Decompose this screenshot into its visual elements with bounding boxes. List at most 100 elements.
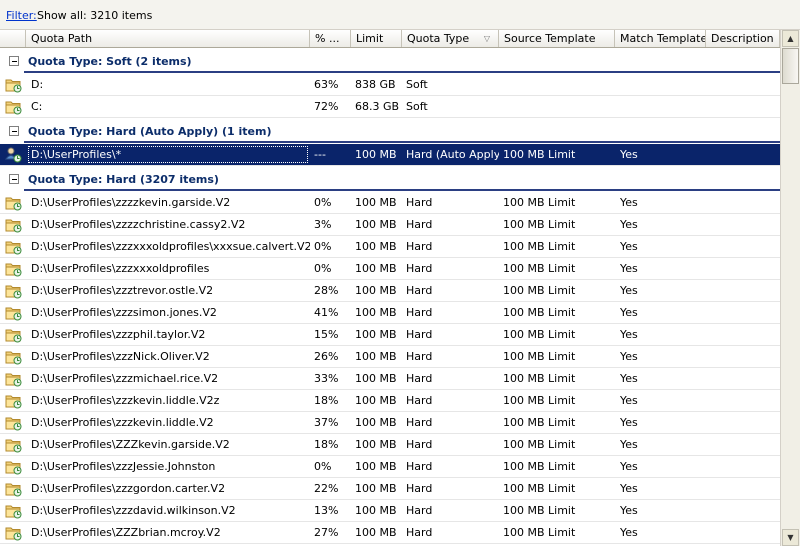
column-header-percent-used[interactable]: % ... (310, 30, 351, 47)
folder-quota-icon (5, 101, 22, 115)
quota-type-cell: Hard (406, 394, 433, 407)
quota-row[interactable]: D:\UserProfiles\zzzzchristine.cassy2.V2 3… (0, 214, 780, 236)
column-header-match-template[interactable]: Match Template (615, 30, 706, 47)
description-cell (706, 500, 780, 521)
collapse-group-icon[interactable] (9, 56, 19, 66)
group-header[interactable]: Quota Type: Hard (3207 items) (0, 166, 780, 192)
scroll-up-button[interactable]: ▲ (782, 30, 799, 47)
folder-quota-icon (5, 241, 22, 255)
description-cell (706, 478, 780, 499)
column-header-row: Quota Path % ... Limit Quota Type ▽ Sour… (0, 30, 780, 48)
vertical-scrollbar[interactable]: ▲ ▼ (780, 30, 800, 546)
quota-row[interactable]: D:\UserProfiles\zzzkevin.liddle.V2 37% 100… (0, 412, 780, 434)
description-cell (706, 522, 780, 543)
quota-row[interactable]: D:\UserProfiles\zzzNick.Oliver.V2 26% 100 … (0, 346, 780, 368)
quota-row[interactable]: D:\UserProfiles\zzzgordon.carter.V2 22% 10… (0, 478, 780, 500)
limit-cell: 100 MB (355, 328, 397, 341)
source-template-cell: 100 MB Limit (503, 240, 576, 253)
column-header-description[interactable]: Description (706, 30, 780, 47)
percent-used-cell: 0% (314, 262, 332, 275)
quota-row[interactable]: D:\UserProfiles\zzztrevor.ostle.V2 28% 100… (0, 280, 780, 302)
match-template-cell (615, 96, 706, 117)
limit-cell: 100 MB (355, 372, 397, 385)
quota-row[interactable]: D:\UserProfiles\zzzphil.taylor.V2 15% 100 … (0, 324, 780, 346)
quota-rows: Quota Type: Soft (2 items) D: 63% 838 GB Sof… (0, 48, 780, 544)
folder-quota-icon (5, 79, 22, 93)
percent-used-cell: 37% (314, 416, 339, 429)
scroll-down-button[interactable]: ▼ (782, 529, 799, 546)
source-template-cell: 100 MB Limit (503, 350, 576, 363)
description-cell (706, 214, 780, 235)
folder-quota-icon (5, 373, 22, 387)
quota-row[interactable]: D:\UserProfiles\zzzJessie.Johnston 0% 100 … (0, 456, 780, 478)
group-header[interactable]: Quota Type: Hard (Auto Apply) (1 item) (0, 118, 780, 144)
quota-row[interactable]: D:\UserProfiles\ZZZbrian.mcroy.V2 27% 100 … (0, 522, 780, 544)
quota-path-cell: D: (31, 78, 44, 91)
limit-cell: 100 MB (355, 504, 397, 517)
column-header-quota-type[interactable]: Quota Type ▽ (402, 30, 499, 47)
limit-cell: 100 MB (355, 218, 397, 231)
column-header-quota-path[interactable]: Quota Path (26, 30, 310, 47)
match-template-cell: Yes (620, 262, 638, 275)
quota-row[interactable]: D:\UserProfiles\zzzmichael.rice.V2 33% 100… (0, 368, 780, 390)
match-template-cell: Yes (620, 438, 638, 451)
match-template-cell: Yes (620, 504, 638, 517)
group-title: Quota Type: Hard (3207 items) (28, 173, 219, 186)
quota-row[interactable]: D:\UserProfiles\zzzzkevin.garside.V2 0% 10… (0, 192, 780, 214)
quota-row[interactable]: D:\UserProfiles\zzzdavid.wilkinson.V2 13%… (0, 500, 780, 522)
group-divider (24, 141, 780, 143)
folder-quota-icon (5, 351, 22, 365)
folder-quota-icon (5, 285, 22, 299)
description-cell (706, 434, 780, 455)
quota-row[interactable]: D:\UserProfiles\ZZZkevin.garside.V2 18% 10… (0, 434, 780, 456)
description-cell (706, 456, 780, 477)
percent-used-cell: --- (314, 148, 326, 161)
quota-row[interactable]: D:\UserProfiles\zzzxxxoldprofiles 0% 100 M… (0, 258, 780, 280)
quota-row[interactable]: D:\UserProfiles\zzzxxxoldprofiles\xxxsue… (0, 236, 780, 258)
source-template-cell (499, 74, 615, 95)
column-header-limit[interactable]: Limit (351, 30, 402, 47)
column-header-source-template[interactable]: Source Template (499, 30, 615, 47)
quota-path-cell: D:\UserProfiles\zzzNick.Oliver.V2 (31, 350, 210, 363)
source-template-cell: 100 MB Limit (503, 284, 576, 297)
column-header-icon (0, 30, 26, 47)
match-template-cell: Yes (620, 526, 638, 539)
quota-path-cell: D:\UserProfiles\zzzxxxoldprofiles\xxxsue… (31, 240, 310, 253)
limit-cell: 100 MB (355, 394, 397, 407)
match-template-cell: Yes (620, 196, 638, 209)
description-cell (706, 258, 780, 279)
scroll-thumb[interactable] (782, 48, 799, 84)
quota-row[interactable]: D: 63% 838 GB Soft (0, 74, 780, 96)
quota-row[interactable]: D:\UserProfiles\zzzsimon.jones.V2 41% 100 … (0, 302, 780, 324)
quota-type-cell: Hard (406, 526, 433, 539)
folder-quota-icon (5, 307, 22, 321)
column-header-quota-type-label: Quota Type (407, 32, 470, 45)
filter-link[interactable]: Filter: (6, 9, 37, 22)
match-template-cell: Yes (620, 416, 638, 429)
description-cell (706, 324, 780, 345)
limit-cell: 100 MB (355, 460, 397, 473)
match-template-cell: Yes (620, 306, 638, 319)
match-template-cell: Yes (620, 284, 638, 297)
quota-path-cell: D:\UserProfiles\* (26, 144, 310, 165)
source-template-cell: 100 MB Limit (503, 460, 576, 473)
source-template-cell: 100 MB Limit (503, 262, 576, 275)
description-cell (706, 144, 780, 165)
collapse-group-icon[interactable] (9, 126, 19, 136)
source-template-cell: 100 MB Limit (503, 372, 576, 385)
quota-row[interactable]: D:\UserProfiles\* --- 100 MB Hard (Auto App… (0, 144, 780, 166)
quota-type-cell: Hard (406, 372, 433, 385)
source-template-cell: 100 MB Limit (503, 482, 576, 495)
match-template-cell: Yes (620, 148, 638, 161)
description-cell (706, 368, 780, 389)
group-header[interactable]: Quota Type: Soft (2 items) (0, 48, 780, 74)
quota-row[interactable]: C: 72% 68.3 GB Soft (0, 96, 780, 118)
quota-row[interactable]: D:\UserProfiles\zzzkevin.liddle.V2z 18% 10… (0, 390, 780, 412)
description-cell (706, 302, 780, 323)
filter-status-text: Show all: 3210 items (37, 9, 153, 22)
percent-used-cell: 0% (314, 460, 332, 473)
collapse-group-icon[interactable] (9, 174, 19, 184)
source-template-cell: 100 MB Limit (503, 526, 576, 539)
limit-cell: 68.3 GB (355, 100, 400, 113)
percent-used-cell: 26% (314, 350, 339, 363)
